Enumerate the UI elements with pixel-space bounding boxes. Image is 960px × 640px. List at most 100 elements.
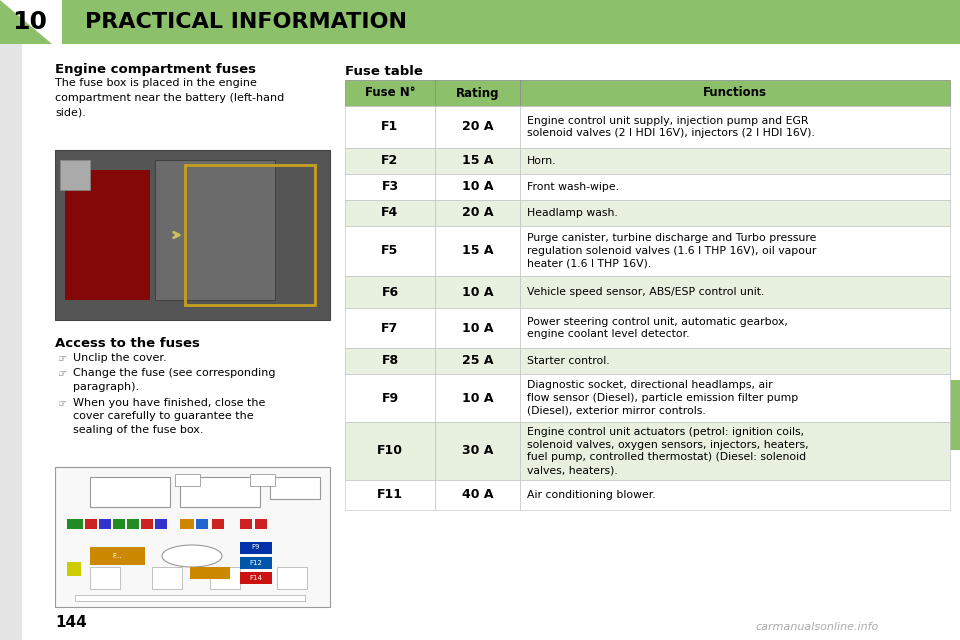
Bar	[520, 348, 950, 374]
Bar	[345, 348, 435, 374]
Bar	[155, 519, 167, 529]
Bar	[141, 519, 153, 529]
Bar	[240, 542, 272, 554]
Text: F5: F5	[381, 244, 398, 257]
Text: F14: F14	[250, 575, 262, 581]
Text: 10 A: 10 A	[462, 321, 493, 335]
Text: Fuse N°: Fuse N°	[365, 86, 416, 99]
Bar	[175, 474, 200, 486]
Bar	[520, 480, 950, 510]
Bar	[180, 477, 260, 507]
Bar	[435, 422, 520, 480]
Text: 144: 144	[55, 615, 86, 630]
Text: Air conditioning blower.: Air conditioning blower.	[527, 490, 656, 500]
Text: F9: F9	[252, 544, 260, 550]
Bar	[345, 308, 435, 348]
Text: 10 A: 10 A	[462, 285, 493, 298]
Bar	[345, 276, 435, 308]
Text: When you have finished, close the
cover carefully to guarantee the
sealing of th: When you have finished, close the cover …	[73, 397, 265, 435]
Text: PRACTICAL INFORMATION: PRACTICAL INFORMATION	[85, 12, 407, 32]
Bar	[0, 0, 960, 44]
Bar	[240, 519, 252, 529]
Bar	[67, 519, 83, 529]
Text: Change the fuse (see corresponding
paragraph).: Change the fuse (see corresponding parag…	[73, 369, 276, 392]
Text: 15 A: 15 A	[462, 244, 493, 257]
Text: The fuse box is placed in the engine
compartment near the battery (left-hand
sid: The fuse box is placed in the engine com…	[55, 78, 284, 118]
Polygon shape	[942, 380, 960, 450]
Text: Vehicle speed sensor, ABS/ESP control unit.: Vehicle speed sensor, ABS/ESP control un…	[527, 287, 764, 297]
Text: ☞: ☞	[57, 354, 66, 364]
Bar	[520, 422, 950, 480]
Bar	[435, 480, 520, 510]
Text: 40 A: 40 A	[462, 488, 493, 502]
Bar	[435, 276, 520, 308]
Text: Power steering control unit, automatic gearbox,
engine coolant level detector.: Power steering control unit, automatic g…	[527, 317, 788, 339]
Text: Engine control unit actuators (petrol: ignition coils,
solenoid valves, oxygen s: Engine control unit actuators (petrol: i…	[527, 427, 808, 475]
Bar	[212, 519, 224, 529]
Bar	[520, 80, 950, 106]
Bar	[60, 160, 90, 190]
Bar	[345, 422, 435, 480]
Bar	[520, 106, 950, 148]
Text: Headlamp wash.: Headlamp wash.	[527, 208, 617, 218]
Bar	[90, 567, 120, 589]
Bar	[435, 374, 520, 422]
Bar	[240, 572, 272, 584]
Ellipse shape	[162, 545, 222, 567]
Bar	[127, 519, 139, 529]
Text: Purge canister, turbine discharge and Turbo pressure
regulation solenoid valves : Purge canister, turbine discharge and Tu…	[527, 233, 816, 269]
Text: 25 A: 25 A	[462, 355, 493, 367]
Text: 15 A: 15 A	[462, 154, 493, 168]
Bar	[152, 567, 182, 589]
Bar	[55, 467, 330, 607]
Text: Access to the fuses: Access to the fuses	[55, 337, 200, 350]
Text: F2: F2	[381, 154, 398, 168]
Bar	[520, 148, 950, 174]
Bar	[90, 477, 170, 507]
Bar	[345, 148, 435, 174]
Bar	[67, 562, 81, 576]
Text: ☞: ☞	[57, 369, 66, 380]
Text: 10: 10	[12, 10, 47, 34]
Bar	[435, 80, 520, 106]
Text: Rating: Rating	[456, 86, 499, 99]
Text: Unclip the cover.: Unclip the cover.	[73, 353, 167, 363]
Text: F6: F6	[381, 285, 398, 298]
Bar	[85, 519, 97, 529]
Text: F12: F12	[250, 560, 262, 566]
Bar	[345, 480, 435, 510]
Bar	[435, 308, 520, 348]
Bar	[155, 160, 275, 300]
Text: F7: F7	[381, 321, 398, 335]
Bar	[65, 170, 150, 300]
Bar	[277, 567, 307, 589]
Bar	[345, 200, 435, 226]
Text: Starter control.: Starter control.	[527, 356, 610, 366]
Text: F9: F9	[381, 392, 398, 404]
Bar	[345, 80, 435, 106]
Text: Functions: Functions	[703, 86, 767, 99]
Bar	[196, 519, 208, 529]
Text: Front wash-wipe.: Front wash-wipe.	[527, 182, 619, 192]
Text: F11: F11	[377, 488, 403, 502]
Bar	[90, 547, 145, 565]
Bar	[345, 174, 435, 200]
Bar	[99, 519, 111, 529]
Text: 10 A: 10 A	[462, 392, 493, 404]
Text: 20 A: 20 A	[462, 207, 493, 220]
Bar	[113, 519, 125, 529]
Bar	[180, 519, 194, 529]
Bar	[435, 226, 520, 276]
Bar	[435, 148, 520, 174]
Text: Engine compartment fuses: Engine compartment fuses	[55, 63, 256, 76]
Text: F10: F10	[377, 445, 403, 458]
Bar	[345, 106, 435, 148]
Text: F4: F4	[381, 207, 398, 220]
Text: Diagnostic socket, directional headlamps, air
flow sensor (Diesel), particle emi: Diagnostic socket, directional headlamps…	[527, 380, 799, 416]
Text: 10 A: 10 A	[462, 180, 493, 193]
Bar	[190, 567, 230, 579]
Bar	[435, 200, 520, 226]
Text: Fuse table: Fuse table	[345, 65, 422, 78]
Text: Horn.: Horn.	[527, 156, 557, 166]
Polygon shape	[0, 0, 62, 44]
